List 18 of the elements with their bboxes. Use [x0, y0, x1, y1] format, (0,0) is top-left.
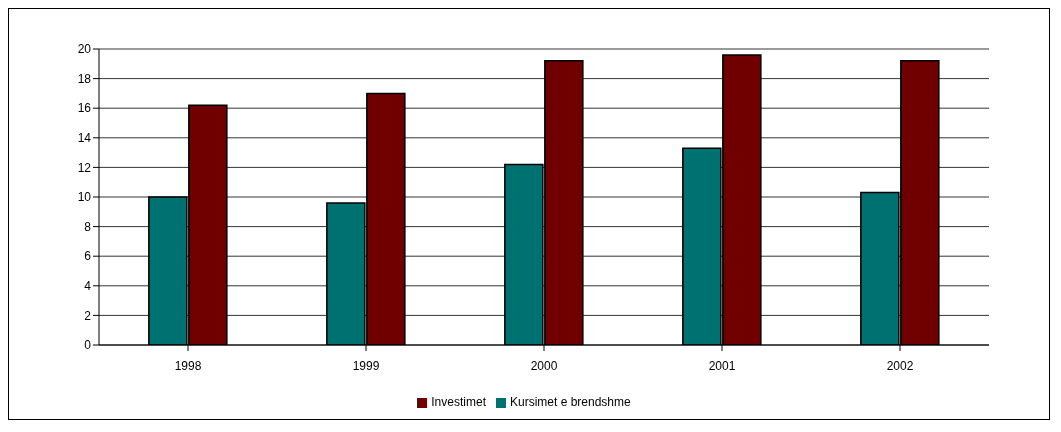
- x-tick-label: 2002: [886, 358, 914, 373]
- x-tick-label: 1998: [174, 358, 202, 373]
- x-tick-label: 2001: [708, 358, 736, 373]
- y-tick-label: 8: [84, 219, 92, 234]
- y-tick-label: 6: [84, 249, 92, 264]
- y-tick-label: 0: [84, 338, 92, 353]
- legend-label: Investimet: [431, 395, 486, 409]
- x-tick-label: 2000: [530, 358, 558, 373]
- y-tick-label: 4: [84, 279, 92, 294]
- legend-label: Kursimet e brendshme: [509, 395, 631, 409]
- y-tick-label: 12: [77, 160, 92, 175]
- y-tick-label: 14: [77, 131, 92, 146]
- x-tick-label: 1999: [352, 358, 380, 373]
- y-tick-label: 10: [77, 190, 92, 205]
- y-tick-label: 20: [77, 42, 92, 57]
- y-tick-label: 18: [77, 71, 92, 86]
- y-tick-label: 2: [84, 308, 92, 323]
- y-tick-label: 16: [77, 101, 92, 116]
